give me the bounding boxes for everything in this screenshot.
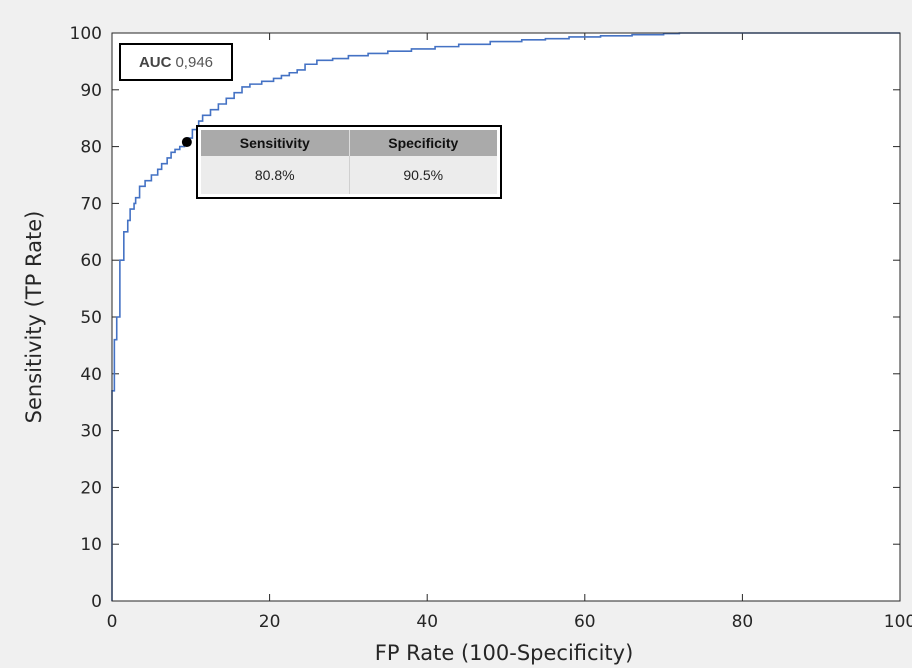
y-tick-label: 80	[80, 138, 102, 158]
y-tick-label: 30	[80, 422, 102, 442]
x-tick-label: 0	[107, 612, 118, 632]
y-tick-label: 10	[80, 535, 102, 555]
sensitivity-value: 80.8%	[201, 156, 350, 194]
y-tick-label: 70	[80, 194, 102, 214]
y-tick-label: 50	[80, 308, 102, 328]
cutoff-marker-point	[181, 137, 192, 148]
auc-annotation: AUC 0,946	[119, 43, 233, 81]
y-tick-label: 40	[80, 365, 102, 385]
y-tick-label: 0	[91, 592, 102, 612]
auc-label: AUC	[138, 53, 172, 71]
y-tick-label: 90	[80, 81, 102, 101]
sensitivity-header: Sensitivity	[201, 130, 350, 156]
roc-curve-line	[111, 32, 900, 601]
y-axis-label: Sensitivity (TP Rate)	[22, 211, 46, 424]
specificity-value: 90.5%	[349, 156, 497, 194]
x-tick-label: 20	[259, 612, 281, 632]
plot-frame	[111, 32, 901, 602]
x-tick-label: 60	[574, 612, 596, 632]
x-tick-label: 80	[732, 612, 754, 632]
y-tick-label: 20	[80, 478, 102, 498]
y-tick-label: 100	[70, 24, 102, 44]
auc-value: 0,946	[175, 53, 214, 71]
x-axis-label: FP Rate (100-Specificity)	[375, 641, 634, 665]
plot-area	[112, 33, 900, 601]
y-tick-label: 60	[80, 251, 102, 271]
metrics-table: Sensitivity Specificity 80.8% 90.5%	[196, 125, 502, 199]
x-tick-label: 40	[416, 612, 438, 632]
x-tick-label: 100	[884, 612, 912, 632]
specificity-header: Specificity	[349, 130, 497, 156]
